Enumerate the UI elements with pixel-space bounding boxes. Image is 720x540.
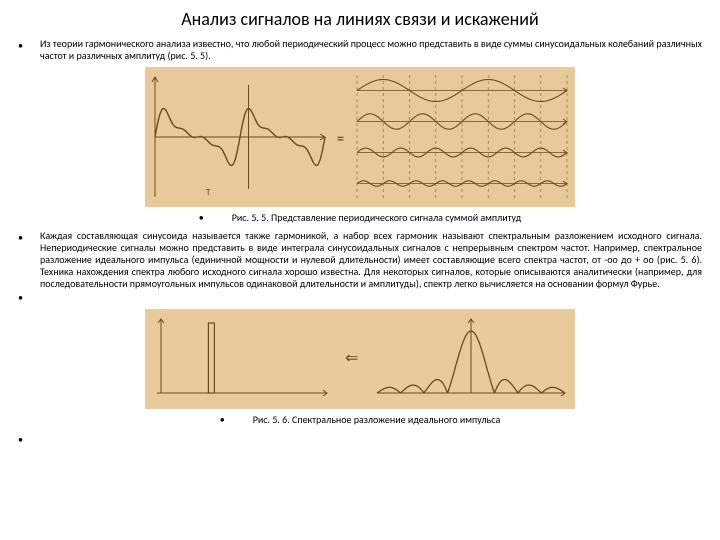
- caption-2: Рис. 5. 6. Спектральное разложение идеал…: [253, 413, 501, 426]
- paragraph-1-row: • Из теории гармонического анализа извес…: [18, 38, 702, 62]
- bullet-2: •: [18, 230, 40, 244]
- bullet-3: •: [18, 290, 40, 304]
- paragraph-1: Из теории гармонического анализа известн…: [40, 38, 702, 62]
- paragraph-2: Каждая составляющая синусоида называется…: [40, 230, 702, 290]
- empty-bullet-row-1: •: [18, 290, 702, 304]
- empty-bullet-row-2: •: [18, 432, 702, 446]
- page-title: Анализ сигналов на линиях связи и искаже…: [18, 8, 702, 30]
- paragraph-2-row: • Каждая составляющая синусоида называет…: [18, 230, 702, 290]
- bullet-1: •: [18, 38, 40, 52]
- bullet-cap-1: •: [199, 211, 204, 224]
- figure-2: ⇐: [145, 309, 575, 409]
- figure-1-wrap: T=: [18, 67, 702, 207]
- bullet-4: •: [18, 432, 40, 446]
- figure-1: T=: [145, 67, 575, 207]
- svg-text:T: T: [206, 187, 211, 198]
- caption-1-row: • Рис. 5. 5. Представление периодическог…: [18, 211, 702, 224]
- svg-text:=: =: [337, 130, 344, 147]
- caption-2-row: • Рис. 5. 6. Спектральное разложение иде…: [18, 413, 702, 426]
- svg-text:⇐: ⇐: [345, 349, 358, 368]
- figure-2-wrap: ⇐: [18, 309, 702, 409]
- bullet-cap-2: •: [220, 413, 225, 426]
- caption-1: Рис. 5. 5. Представление периодического …: [232, 211, 522, 224]
